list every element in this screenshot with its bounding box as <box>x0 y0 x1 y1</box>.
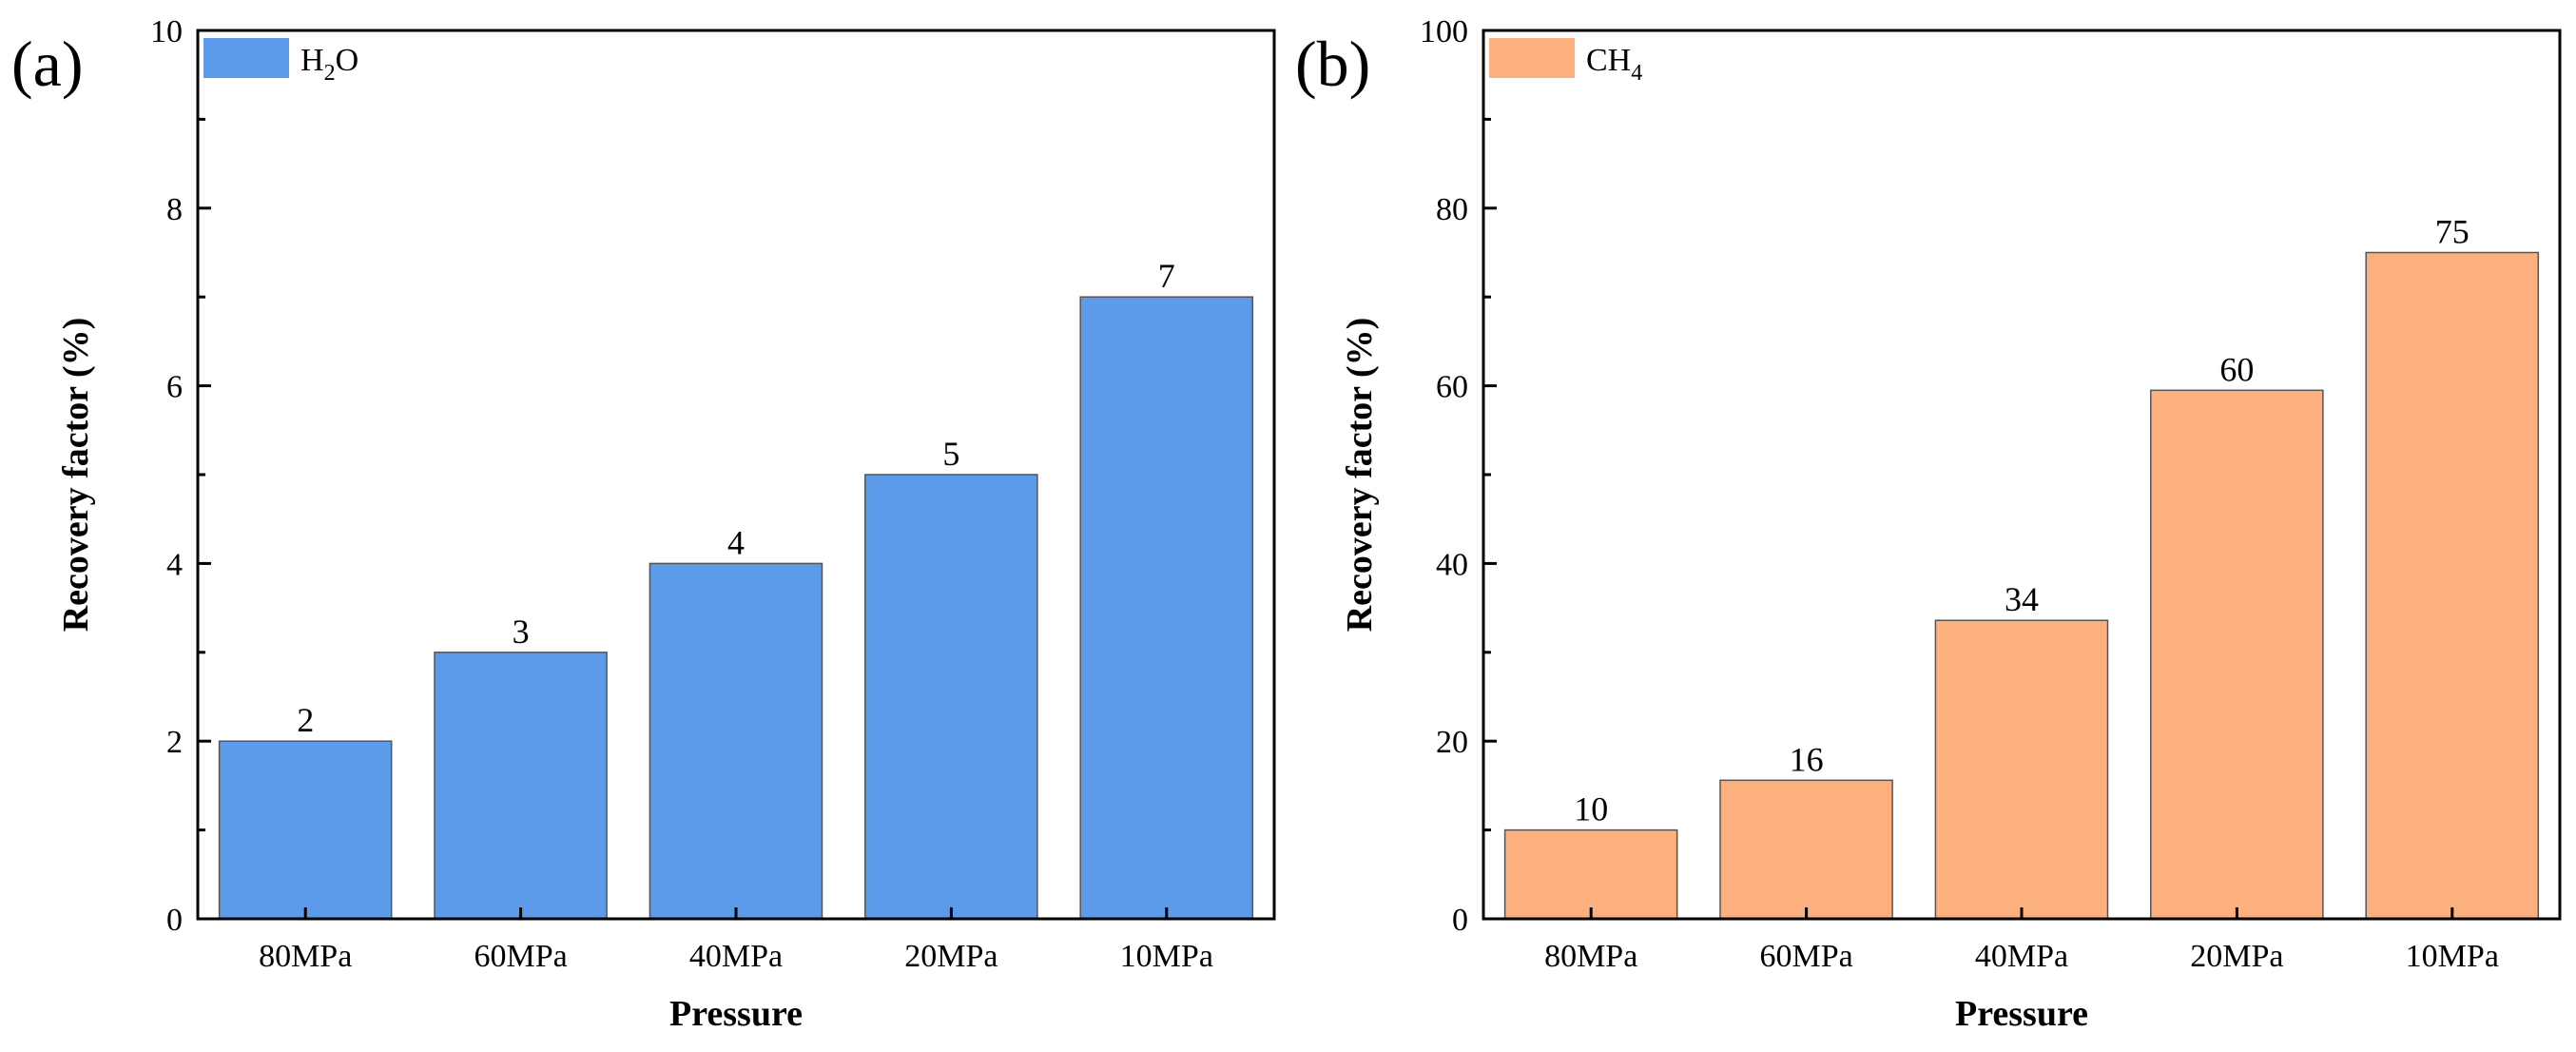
x-tick-label: 20MPa <box>904 939 997 974</box>
bar-60MPa <box>434 652 608 920</box>
legend-swatch <box>1489 38 1575 78</box>
x-tick-label: 10MPa <box>2406 939 2499 974</box>
data-label-60MPa: 16 <box>1790 740 1824 778</box>
bar-10MPa <box>2365 251 2540 920</box>
y-tick-label: 40 <box>1436 547 1468 582</box>
data-label-40MPa: 4 <box>727 523 745 561</box>
bar-40MPa <box>649 562 823 920</box>
bar-20MPa <box>2150 389 2324 920</box>
y-axis-title: Recovery factor (%) <box>1340 318 1380 633</box>
data-label-40MPa: 34 <box>2005 580 2039 618</box>
bar-80MPa <box>1503 828 1678 920</box>
data-label-10MPa: 75 <box>2435 213 2469 251</box>
x-tick-label: 60MPa <box>474 939 567 974</box>
bar-80MPa <box>218 740 393 920</box>
data-label-10MPa: 7 <box>1158 257 1175 295</box>
y-tick-label: 2 <box>166 725 183 760</box>
y-tick-label: 20 <box>1436 725 1468 760</box>
y-tick-label: 4 <box>166 547 183 582</box>
legend-swatch <box>203 38 289 78</box>
x-tick-label: 60MPa <box>1759 939 1852 974</box>
y-tick-label: 8 <box>166 192 183 227</box>
legend: CH4 <box>1489 38 1642 86</box>
x-tick-label: 20MPa <box>2190 939 2283 974</box>
y-tick-label: 6 <box>166 370 183 405</box>
y-tick-label: 80 <box>1436 192 1468 227</box>
x-axis-title: Pressure <box>669 994 803 1034</box>
x-tick-label: 80MPa <box>259 939 352 974</box>
panel-label: (a) <box>11 28 83 100</box>
x-tick-label: 80MPa <box>1544 939 1637 974</box>
data-label-80MPa: 2 <box>297 701 314 739</box>
chart-panel-b: (b) 10 80MPa 16 60MPa 34 40MPa 60 20MPa 75 10MPa 0 2… <box>1295 14 2562 1034</box>
data-label-20MPa: 5 <box>942 435 959 473</box>
data-label-20MPa: 60 <box>2219 350 2254 388</box>
y-tick-label: 0 <box>166 903 183 938</box>
data-label-80MPa: 10 <box>1574 790 1608 828</box>
bar-40MPa <box>1934 619 2109 920</box>
bar-10MPa <box>1079 296 1254 920</box>
panel-label: (b) <box>1295 28 1370 100</box>
y-tick-label: 0 <box>1452 903 1468 938</box>
y-tick-label: 100 <box>1420 14 1468 49</box>
legend: H2O <box>203 38 358 86</box>
chart-panel-a: (a) 2 80MPa 3 60MPa 4 40MPa 5 20MPa 7 10MPa 0 2 4 6 8 10… <box>11 14 1276 1034</box>
legend-label: H2O <box>300 43 358 86</box>
x-tick-label: 10MPa <box>1120 939 1213 974</box>
data-label-60MPa: 3 <box>513 613 530 651</box>
bar-60MPa <box>1719 779 1893 920</box>
bar-20MPa <box>864 474 1038 920</box>
y-tick-label: 10 <box>150 14 183 49</box>
x-axis-title: Pressure <box>1955 994 2088 1034</box>
legend-label: CH4 <box>1586 43 1642 86</box>
x-tick-label: 40MPa <box>1975 939 2068 974</box>
x-tick-label: 40MPa <box>689 939 783 974</box>
y-axis-title: Recovery factor (%) <box>56 318 96 633</box>
y-tick-label: 60 <box>1436 370 1468 405</box>
